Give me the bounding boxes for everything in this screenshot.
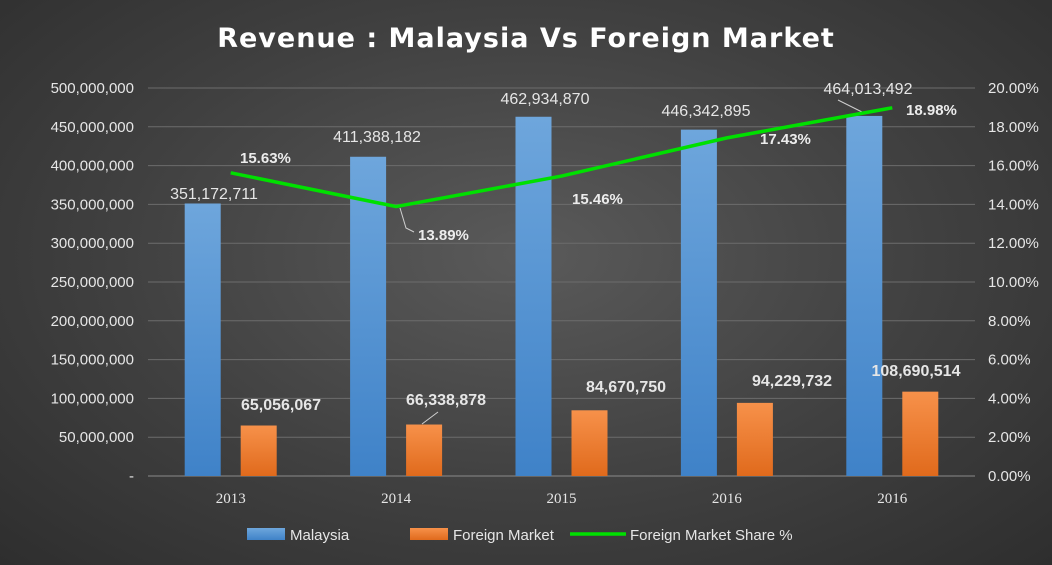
bar-data-labels: 351,172,711 411,388,182 462,934,870 446,342… bbox=[170, 81, 961, 425]
legend-label: Malaysia bbox=[290, 527, 350, 544]
left-tick-label: 50,000,000 bbox=[59, 429, 134, 446]
left-tick-label: 200,000,000 bbox=[51, 313, 134, 330]
right-tick-label: 10.00% bbox=[988, 274, 1039, 291]
left-tick-label: - bbox=[129, 468, 134, 485]
bar-malaysia bbox=[350, 156, 387, 477]
legend-label: Foreign Market Share % bbox=[630, 527, 793, 544]
gridlines bbox=[148, 87, 975, 477]
bar-malaysia bbox=[515, 116, 552, 476]
category-label: 2016 bbox=[877, 491, 908, 507]
right-tick-label: 4.00% bbox=[988, 390, 1031, 407]
foreign-market-data-label: 65,056,067 bbox=[241, 397, 321, 414]
left-tick-label: 350,000,000 bbox=[51, 196, 134, 213]
share-data-label: 17.43% bbox=[760, 131, 811, 148]
foreign-market-data-label: 66,338,878 bbox=[406, 392, 486, 409]
leader-line bbox=[421, 411, 439, 425]
share-data-label: 13.89% bbox=[418, 227, 469, 244]
category-labels: 2013 2014 2015 2016 2016 bbox=[216, 491, 908, 507]
right-tick-label: 6.00% bbox=[988, 352, 1031, 369]
bar-foreign-market bbox=[571, 410, 608, 476]
category-label: 2016 bbox=[712, 491, 743, 507]
left-axis-ticks: - 50,000,000 100,000,000 150,000,000 200,000… bbox=[51, 80, 134, 485]
leader-line bbox=[399, 207, 415, 233]
foreign-market-data-label: 84,670,750 bbox=[586, 379, 666, 396]
chart-title: Revenue : Malaysia Vs Foreign Market bbox=[217, 23, 835, 54]
category-label: 2015 bbox=[547, 491, 577, 507]
malaysia-data-label: 446,342,895 bbox=[662, 103, 751, 120]
legend: Malaysia Foreign Market Foreign Market Sha… bbox=[247, 527, 793, 544]
left-tick-label: 300,000,000 bbox=[51, 235, 134, 252]
left-tick-label: 250,000,000 bbox=[51, 274, 134, 291]
left-tick-label: 500,000,000 bbox=[51, 80, 134, 97]
malaysia-data-label: 462,934,870 bbox=[501, 91, 590, 108]
legend-label: Foreign Market bbox=[453, 527, 555, 544]
legend-swatch bbox=[410, 528, 448, 540]
bar-malaysia bbox=[680, 129, 717, 476]
right-tick-label: 20.00% bbox=[988, 80, 1039, 97]
right-tick-label: 16.00% bbox=[988, 158, 1039, 175]
left-tick-label: 100,000,000 bbox=[51, 390, 134, 407]
foreign-market-data-label: 94,229,732 bbox=[752, 373, 832, 390]
legend-swatch bbox=[247, 528, 285, 540]
right-tick-label: 2.00% bbox=[988, 429, 1031, 446]
bar-foreign-market bbox=[902, 391, 939, 476]
left-tick-label: 450,000,000 bbox=[51, 119, 134, 136]
category-label: 2013 bbox=[216, 491, 246, 507]
share-data-label: 18.98% bbox=[906, 102, 957, 119]
right-tick-label: 0.00% bbox=[988, 468, 1031, 485]
left-tick-label: 150,000,000 bbox=[51, 352, 134, 369]
bar-foreign-market bbox=[240, 425, 277, 476]
share-line bbox=[230, 106, 893, 209]
malaysia-data-label: 411,388,182 bbox=[333, 129, 421, 146]
bar-malaysia bbox=[184, 203, 221, 476]
foreign-market-data-label: 108,690,514 bbox=[872, 363, 961, 380]
right-tick-label: 14.00% bbox=[988, 196, 1039, 213]
right-tick-label: 8.00% bbox=[988, 313, 1031, 330]
category-label: 2014 bbox=[381, 491, 412, 507]
right-tick-label: 12.00% bbox=[988, 235, 1039, 252]
bar-foreign-market bbox=[736, 402, 773, 476]
bar-foreign-market bbox=[406, 424, 443, 476]
bars bbox=[184, 115, 939, 477]
right-tick-label: 18.00% bbox=[988, 119, 1039, 136]
left-tick-label: 400,000,000 bbox=[51, 158, 134, 175]
share-data-label: 15.46% bbox=[572, 191, 623, 208]
share-line-series: 15.63% 13.89% 15.46% 17.43% 18.98% bbox=[230, 102, 957, 244]
malaysia-data-label: 351,172,711 bbox=[170, 186, 258, 203]
share-data-label: 15.63% bbox=[240, 150, 291, 167]
malaysia-data-label: 464,013,492 bbox=[824, 81, 913, 98]
bar-malaysia bbox=[846, 115, 883, 476]
leader-line bbox=[837, 99, 865, 114]
right-axis-ticks: 0.00% 2.00% 4.00% 6.00% 8.00% 10.00% 12.00% 14.… bbox=[988, 80, 1039, 485]
